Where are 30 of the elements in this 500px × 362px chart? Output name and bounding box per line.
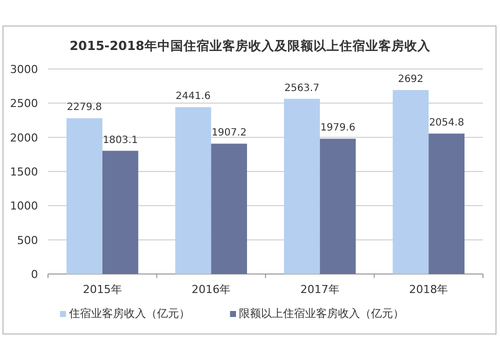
y-tick-label: 3000 — [10, 63, 38, 76]
bar — [175, 107, 212, 274]
bar — [320, 138, 356, 274]
bar — [284, 98, 320, 274]
bar — [102, 150, 138, 274]
x-tick-label: 2017年 — [300, 283, 340, 296]
chart-title: 2015-2018年中国住宿业客房收入及限额以上住宿业客房收入 — [70, 38, 432, 53]
data-label: 2563.7 — [284, 82, 320, 94]
data-label: 1979.6 — [320, 122, 356, 134]
legend-label: 住宿业客房收入（亿元） — [69, 307, 190, 320]
y-tick-label: 2500 — [10, 97, 38, 110]
x-tick-label: 2018年 — [409, 283, 448, 296]
y-tick-label: 1000 — [10, 200, 38, 213]
x-tick-label: 2016年 — [192, 283, 231, 296]
y-tick-label: 1500 — [10, 166, 38, 178]
data-label: 1907.2 — [212, 128, 247, 139]
bar — [392, 90, 429, 274]
data-label: 2054.8 — [429, 118, 464, 129]
y-tick-label: 0 — [31, 268, 38, 281]
x-tick-label: 2015年 — [82, 283, 122, 296]
data-label: 2279.8 — [66, 102, 102, 114]
y-tick-label: 2000 — [10, 131, 38, 144]
bar — [66, 118, 102, 274]
y-tick-label: 500 — [17, 234, 38, 247]
data-label: 2692 — [398, 74, 424, 86]
data-label: 1803.1 — [102, 134, 138, 146]
bar — [211, 144, 248, 274]
bar — [428, 134, 465, 274]
data-label: 2441.6 — [176, 91, 211, 102]
legend-label: 限额以上住宿业客房收入（亿元） — [239, 307, 404, 320]
